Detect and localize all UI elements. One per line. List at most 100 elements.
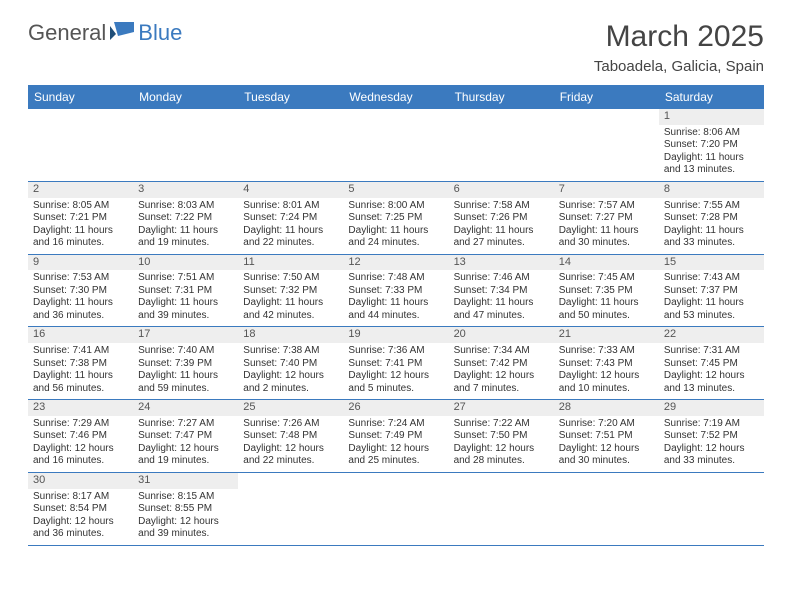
calendar-cell: 9Sunrise: 7:53 AMSunset: 7:30 PMDaylight…	[28, 254, 133, 327]
sunrise-text: Sunrise: 8:06 AM	[664, 127, 759, 140]
daylight-text: and 50 minutes.	[559, 310, 654, 323]
calendar-cell: 27Sunrise: 7:22 AMSunset: 7:50 PMDayligh…	[449, 400, 554, 473]
daylight-text: Daylight: 11 hours	[664, 152, 759, 165]
logo-text-general: General	[28, 20, 106, 46]
weekday-header: Wednesday	[343, 85, 448, 109]
day-body: Sunrise: 7:36 AMSunset: 7:41 PMDaylight:…	[343, 343, 448, 399]
day-body: Sunrise: 7:55 AMSunset: 7:28 PMDaylight:…	[659, 198, 764, 254]
sunset-text: Sunset: 7:46 PM	[33, 430, 128, 443]
sunrise-text: Sunrise: 7:33 AM	[559, 345, 654, 358]
daylight-text: Daylight: 12 hours	[559, 443, 654, 456]
daylight-text: Daylight: 12 hours	[348, 443, 443, 456]
sunset-text: Sunset: 7:37 PM	[664, 285, 759, 298]
day-body: Sunrise: 8:15 AMSunset: 8:55 PMDaylight:…	[133, 489, 238, 545]
day-body: Sunrise: 7:45 AMSunset: 7:35 PMDaylight:…	[554, 270, 659, 326]
daylight-text: and 39 minutes.	[138, 310, 233, 323]
day-number: 27	[449, 400, 554, 416]
day-number: 23	[28, 400, 133, 416]
daylight-text: Daylight: 11 hours	[559, 297, 654, 310]
sunset-text: Sunset: 7:43 PM	[559, 358, 654, 371]
daylight-text: Daylight: 11 hours	[138, 297, 233, 310]
daylight-text: Daylight: 11 hours	[454, 297, 549, 310]
sunrise-text: Sunrise: 7:38 AM	[243, 345, 338, 358]
daylight-text: Daylight: 11 hours	[664, 225, 759, 238]
daylight-text: and 30 minutes.	[559, 237, 654, 250]
day-number: 20	[449, 327, 554, 343]
daylight-text: and 10 minutes.	[559, 383, 654, 396]
daylight-text: and 22 minutes.	[243, 455, 338, 468]
sunset-text: Sunset: 7:35 PM	[559, 285, 654, 298]
sunrise-text: Sunrise: 7:43 AM	[664, 272, 759, 285]
sunset-text: Sunset: 7:33 PM	[348, 285, 443, 298]
daylight-text: and 27 minutes.	[454, 237, 549, 250]
calendar-row: 2Sunrise: 8:05 AMSunset: 7:21 PMDaylight…	[28, 181, 764, 254]
calendar-cell: 15Sunrise: 7:43 AMSunset: 7:37 PMDayligh…	[659, 254, 764, 327]
calendar-body: . . . . . . 1Sunrise: 8:06 AMSunset: 7:2…	[28, 109, 764, 545]
daylight-text: and 33 minutes.	[664, 455, 759, 468]
day-body: Sunrise: 7:29 AMSunset: 7:46 PMDaylight:…	[28, 416, 133, 472]
sunrise-text: Sunrise: 7:41 AM	[33, 345, 128, 358]
calendar-header-row: SundayMondayTuesdayWednesdayThursdayFrid…	[28, 85, 764, 109]
sunrise-text: Sunrise: 8:05 AM	[33, 200, 128, 213]
day-body: Sunrise: 7:43 AMSunset: 7:37 PMDaylight:…	[659, 270, 764, 326]
location-subtitle: Taboadela, Galicia, Spain	[28, 58, 764, 75]
day-number: 26	[343, 400, 448, 416]
calendar-cell: 23Sunrise: 7:29 AMSunset: 7:46 PMDayligh…	[28, 400, 133, 473]
day-number: 28	[554, 400, 659, 416]
day-body: Sunrise: 7:46 AMSunset: 7:34 PMDaylight:…	[449, 270, 554, 326]
day-number: 24	[133, 400, 238, 416]
calendar-cell: 14Sunrise: 7:45 AMSunset: 7:35 PMDayligh…	[554, 254, 659, 327]
day-body: Sunrise: 8:05 AMSunset: 7:21 PMDaylight:…	[28, 198, 133, 254]
daylight-text: and 33 minutes.	[664, 237, 759, 250]
day-body: Sunrise: 7:40 AMSunset: 7:39 PMDaylight:…	[133, 343, 238, 399]
daylight-text: and 13 minutes.	[664, 164, 759, 177]
daylight-text: and 53 minutes.	[664, 310, 759, 323]
day-number: 21	[554, 327, 659, 343]
calendar-cell: .	[343, 109, 448, 181]
daylight-text: and 56 minutes.	[33, 383, 128, 396]
daylight-text: Daylight: 12 hours	[348, 370, 443, 383]
daylight-text: Daylight: 12 hours	[664, 370, 759, 383]
day-number: 4	[238, 182, 343, 198]
calendar-cell: 16Sunrise: 7:41 AMSunset: 7:38 PMDayligh…	[28, 327, 133, 400]
page-title: March 2025	[606, 20, 764, 54]
day-number: 5	[343, 182, 448, 198]
calendar-cell: 13Sunrise: 7:46 AMSunset: 7:34 PMDayligh…	[449, 254, 554, 327]
day-body: Sunrise: 7:48 AMSunset: 7:33 PMDaylight:…	[343, 270, 448, 326]
calendar-cell: .	[449, 472, 554, 545]
day-body: Sunrise: 7:58 AMSunset: 7:26 PMDaylight:…	[449, 198, 554, 254]
calendar-cell: 7Sunrise: 7:57 AMSunset: 7:27 PMDaylight…	[554, 181, 659, 254]
day-body: Sunrise: 8:17 AMSunset: 8:54 PMDaylight:…	[28, 489, 133, 545]
calendar-cell: 8Sunrise: 7:55 AMSunset: 7:28 PMDaylight…	[659, 181, 764, 254]
day-number: 9	[28, 255, 133, 271]
day-body: Sunrise: 7:38 AMSunset: 7:40 PMDaylight:…	[238, 343, 343, 399]
calendar-table: SundayMondayTuesdayWednesdayThursdayFrid…	[28, 85, 764, 546]
daylight-text: Daylight: 11 hours	[33, 370, 128, 383]
sunrise-text: Sunrise: 7:29 AM	[33, 418, 128, 431]
sunset-text: Sunset: 7:31 PM	[138, 285, 233, 298]
sunrise-text: Sunrise: 7:46 AM	[454, 272, 549, 285]
sunrise-text: Sunrise: 7:53 AM	[33, 272, 128, 285]
day-body: Sunrise: 7:57 AMSunset: 7:27 PMDaylight:…	[554, 198, 659, 254]
daylight-text: and 47 minutes.	[454, 310, 549, 323]
day-number: 8	[659, 182, 764, 198]
sunset-text: Sunset: 7:39 PM	[138, 358, 233, 371]
sunset-text: Sunset: 7:27 PM	[559, 212, 654, 225]
day-body: Sunrise: 8:03 AMSunset: 7:22 PMDaylight:…	[133, 198, 238, 254]
sunset-text: Sunset: 7:50 PM	[454, 430, 549, 443]
calendar-cell: 25Sunrise: 7:26 AMSunset: 7:48 PMDayligh…	[238, 400, 343, 473]
daylight-text: and 36 minutes.	[33, 528, 128, 541]
sunset-text: Sunset: 7:21 PM	[33, 212, 128, 225]
daylight-text: and 13 minutes.	[664, 383, 759, 396]
daylight-text: Daylight: 11 hours	[348, 297, 443, 310]
day-body: Sunrise: 7:19 AMSunset: 7:52 PMDaylight:…	[659, 416, 764, 472]
daylight-text: and 30 minutes.	[559, 455, 654, 468]
sunrise-text: Sunrise: 7:34 AM	[454, 345, 549, 358]
sunset-text: Sunset: 7:45 PM	[664, 358, 759, 371]
day-number: 29	[659, 400, 764, 416]
sunrise-text: Sunrise: 8:01 AM	[243, 200, 338, 213]
calendar-cell: 29Sunrise: 7:19 AMSunset: 7:52 PMDayligh…	[659, 400, 764, 473]
calendar-cell: 10Sunrise: 7:51 AMSunset: 7:31 PMDayligh…	[133, 254, 238, 327]
day-number: 18	[238, 327, 343, 343]
calendar-cell: .	[238, 472, 343, 545]
